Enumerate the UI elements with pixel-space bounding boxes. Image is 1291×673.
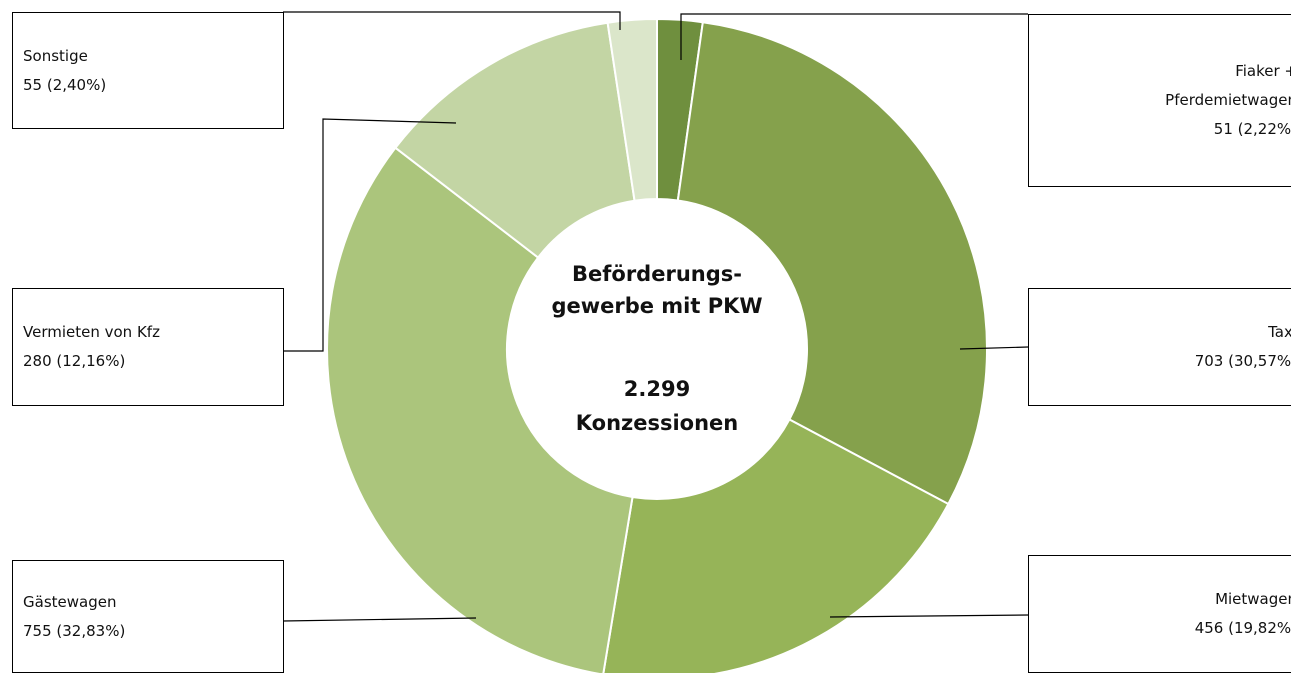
leader-line bbox=[680, 13, 1028, 60]
leader-line bbox=[282, 617, 477, 622]
donut-slice bbox=[602, 418, 950, 673]
value-label: 755 (32,83%) bbox=[23, 621, 126, 640]
leader-line bbox=[829, 614, 1029, 618]
label-box: Sonstige 55 (2,40%) bbox=[12, 12, 284, 129]
value-label: 280 (12,16%) bbox=[23, 352, 126, 370]
label-box: Mietwagen 456 (19,82%) bbox=[1028, 555, 1291, 673]
category-label: Taxi bbox=[1268, 323, 1291, 341]
center-title: Beförderungs- gewerbe mit PKW bbox=[551, 262, 763, 318]
leader-line bbox=[283, 118, 457, 352]
donut-slice bbox=[676, 21, 988, 506]
value-label: 703 (30,57%) bbox=[1194, 352, 1291, 370]
value-label: 55 (2,40%) bbox=[23, 75, 107, 94]
donut-slice bbox=[394, 21, 636, 259]
label-box: Fiaker + Pferdemietwagen 51 (2,22%) bbox=[1028, 14, 1291, 187]
donut-slice bbox=[606, 17, 658, 202]
category-label: Vermieten von Kfz bbox=[23, 323, 160, 341]
label-box: Gästewagen 755 (32,83%) bbox=[12, 560, 284, 673]
category-label: Mietwagen bbox=[1215, 590, 1291, 608]
donut-slice bbox=[326, 146, 634, 673]
value-label: 51 (2,22%) bbox=[1213, 120, 1291, 138]
donut bbox=[326, 17, 988, 673]
category-label: Fiaker + Pferdemietwagen bbox=[1165, 62, 1291, 109]
leader-lines bbox=[282, 11, 1029, 622]
category-label: Gästewagen bbox=[23, 592, 117, 611]
leader-line bbox=[959, 346, 1029, 350]
label-box: Taxi 703 (30,57%) bbox=[1028, 288, 1291, 406]
center-total-label: Konzessionen bbox=[575, 411, 739, 435]
value-label: 456 (19,82%) bbox=[1194, 619, 1291, 637]
category-label: Sonstige bbox=[23, 46, 88, 65]
center-total: 2.299 bbox=[623, 377, 691, 401]
label-box: Vermieten von Kfz 280 (12,16%) bbox=[12, 288, 284, 406]
center-label: Beförderungs- gewerbe mit PKW 2.299 Konz… bbox=[507, 199, 807, 499]
leader-line bbox=[283, 11, 621, 30]
